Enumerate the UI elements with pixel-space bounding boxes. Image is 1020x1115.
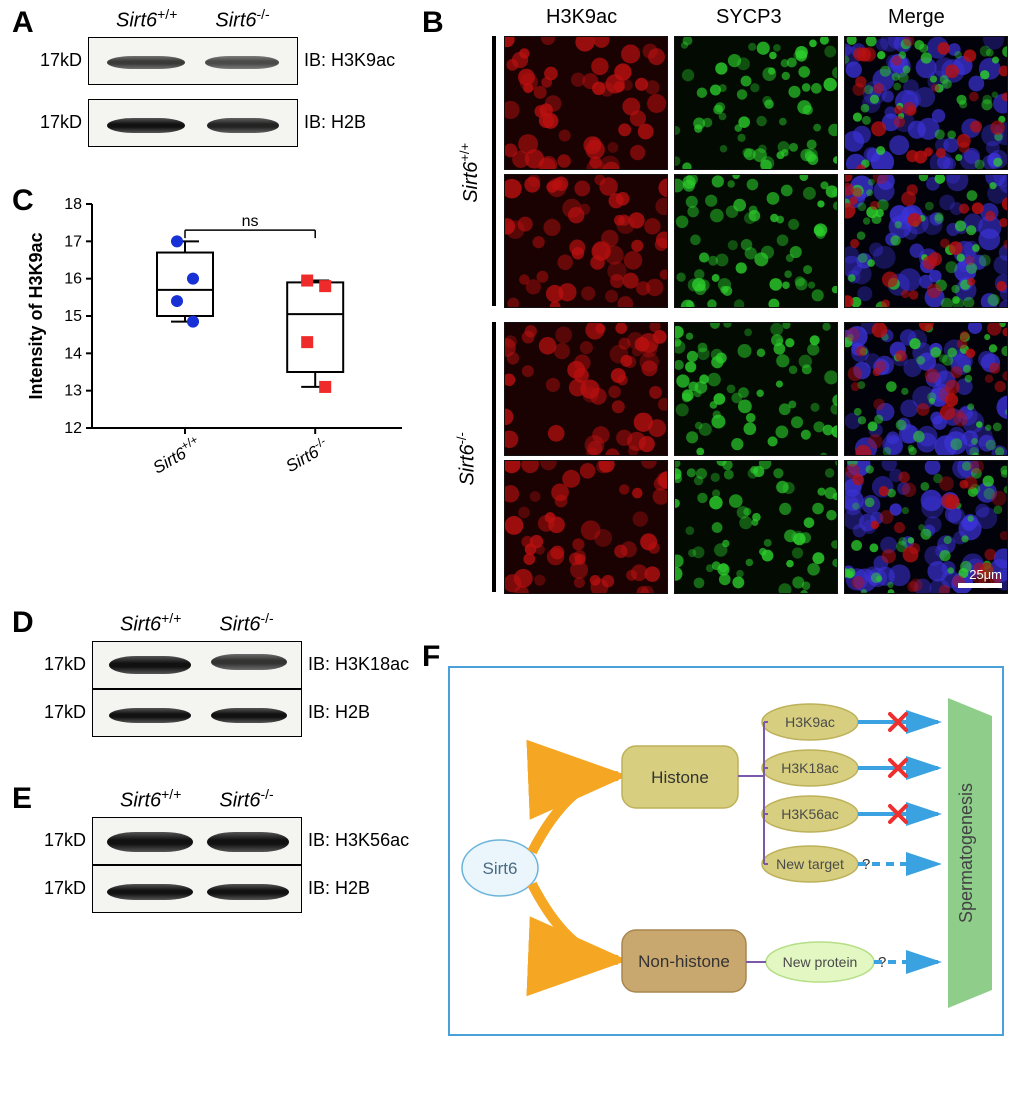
colhead-sycp3: SYCP3 — [716, 6, 782, 29]
svg-text:Sirt6-/-: Sirt6-/- — [281, 434, 332, 476]
blot-lane-h2b — [88, 99, 298, 147]
if-tile-sycp3 — [674, 174, 838, 308]
blot-lane-h3k9ac — [88, 37, 298, 85]
panel-f-diagram: Sirt6 Histone Non-histone H3K9ac H3K18ac H3K5… — [448, 666, 1004, 1036]
svg-text:18: 18 — [64, 196, 82, 213]
blot-size: 17kD — [44, 878, 86, 899]
svg-text:New protein: New protein — [783, 954, 858, 970]
ib-label: IB: H3K9ac — [304, 50, 395, 71]
genotype-ko: Sirt6-/- — [219, 786, 273, 813]
blot-d-bot: 17kD IB: H2B — [44, 689, 409, 737]
panel-c-boxplot: 12 13 14 15 16 17 18 Intensity of H3K9ac Sirt6+/… — [24, 186, 414, 496]
if-tile-h3k9ac — [504, 322, 668, 456]
if-tile-merge — [844, 322, 1008, 456]
panel-d-label: D — [12, 606, 34, 640]
genotype-wt: Sirt6+/+ — [120, 786, 181, 813]
blot-size: 17kD — [44, 830, 86, 851]
blot-a-top: 17kD IB: H3K9ac — [40, 37, 395, 85]
ib-label: IB: H2B — [308, 878, 370, 899]
blot-lane-h2b — [92, 689, 302, 737]
blot-e-top: 17kD IB: H3K56ac — [44, 817, 409, 865]
ko-bracket — [492, 322, 496, 592]
svg-text:Histone: Histone — [651, 768, 709, 787]
svg-text:17: 17 — [64, 233, 82, 250]
svg-text:15: 15 — [64, 308, 82, 325]
vlabel-ko: Sirt6-/- — [454, 432, 480, 485]
wt-bracket — [492, 36, 496, 306]
if-tile-h3k9ac — [504, 36, 668, 170]
if-tile-sycp3 — [674, 36, 838, 170]
blot-size: 17kD — [40, 112, 82, 133]
if-tile-merge — [844, 460, 1008, 594]
svg-text:H3K9ac: H3K9ac — [785, 714, 835, 730]
ib-label: IB: H3K56ac — [308, 830, 409, 851]
svg-text:Spermatogenesis: Spermatogenesis — [956, 783, 976, 923]
colhead-h3k9ac: H3K9ac — [546, 6, 617, 29]
svg-text:Intensity of H3K9ac: Intensity of H3K9ac — [26, 232, 46, 399]
ib-label: IB: H2B — [308, 702, 370, 723]
ib-label: IB: H2B — [304, 112, 366, 133]
blot-size: 17kD — [40, 50, 82, 71]
svg-text:Sirt6+/+: Sirt6+/+ — [148, 432, 204, 477]
panel-b-label: B — [422, 6, 444, 40]
panel-f-label: F — [422, 640, 440, 674]
blot-size: 17kD — [44, 654, 86, 675]
if-tile-merge — [844, 36, 1008, 170]
blot-lane-h3k18ac — [92, 641, 302, 689]
panel-e: Sirt6+/+ Sirt6-/- 17kD IB: H3K56ac 17kD … — [44, 786, 409, 913]
colhead-merge: Merge — [888, 6, 945, 29]
svg-text:New target: New target — [776, 856, 844, 872]
if-tile-sycp3 — [674, 460, 838, 594]
blot-e-bot: 17kD IB: H2B — [44, 865, 409, 913]
genotype-ko: Sirt6-/- — [215, 6, 269, 33]
svg-text:ns: ns — [242, 213, 259, 230]
svg-text:H3K18ac: H3K18ac — [781, 760, 839, 776]
panel-a-label: A — [12, 6, 34, 40]
if-tile-h3k9ac — [504, 174, 668, 308]
svg-text:12: 12 — [64, 420, 82, 437]
svg-text:Non-histone: Non-histone — [638, 952, 730, 971]
genotype-wt: Sirt6+/+ — [116, 6, 177, 33]
svg-text:16: 16 — [64, 271, 82, 288]
svg-text:13: 13 — [64, 383, 82, 400]
if-tile-sycp3 — [674, 322, 838, 456]
panel-e-label: E — [12, 782, 32, 816]
svg-text:14: 14 — [64, 345, 82, 362]
if-tile-merge — [844, 174, 1008, 308]
genotype-ko: Sirt6-/- — [219, 610, 273, 637]
vlabel-wt: Sirt6+/+ — [457, 143, 483, 203]
panel-a: Sirt6+/+ Sirt6-/- 17kD IB: H3K9ac 17kD I… — [40, 6, 395, 147]
svg-text:Sirt6: Sirt6 — [483, 859, 518, 878]
blot-lane-h2b — [92, 865, 302, 913]
blot-size: 17kD — [44, 702, 86, 723]
svg-text:H3K56ac: H3K56ac — [781, 806, 839, 822]
ib-label: IB: H3K18ac — [308, 654, 409, 675]
blot-a-bot: 17kD IB: H2B — [40, 99, 395, 147]
blot-lane-h3k56ac — [92, 817, 302, 865]
if-tile-h3k9ac — [504, 460, 668, 594]
panel-d: Sirt6+/+ Sirt6-/- 17kD IB: H3K18ac 17kD … — [44, 610, 409, 737]
blot-d-top: 17kD IB: H3K18ac — [44, 641, 409, 689]
genotype-wt: Sirt6+/+ — [120, 610, 181, 637]
